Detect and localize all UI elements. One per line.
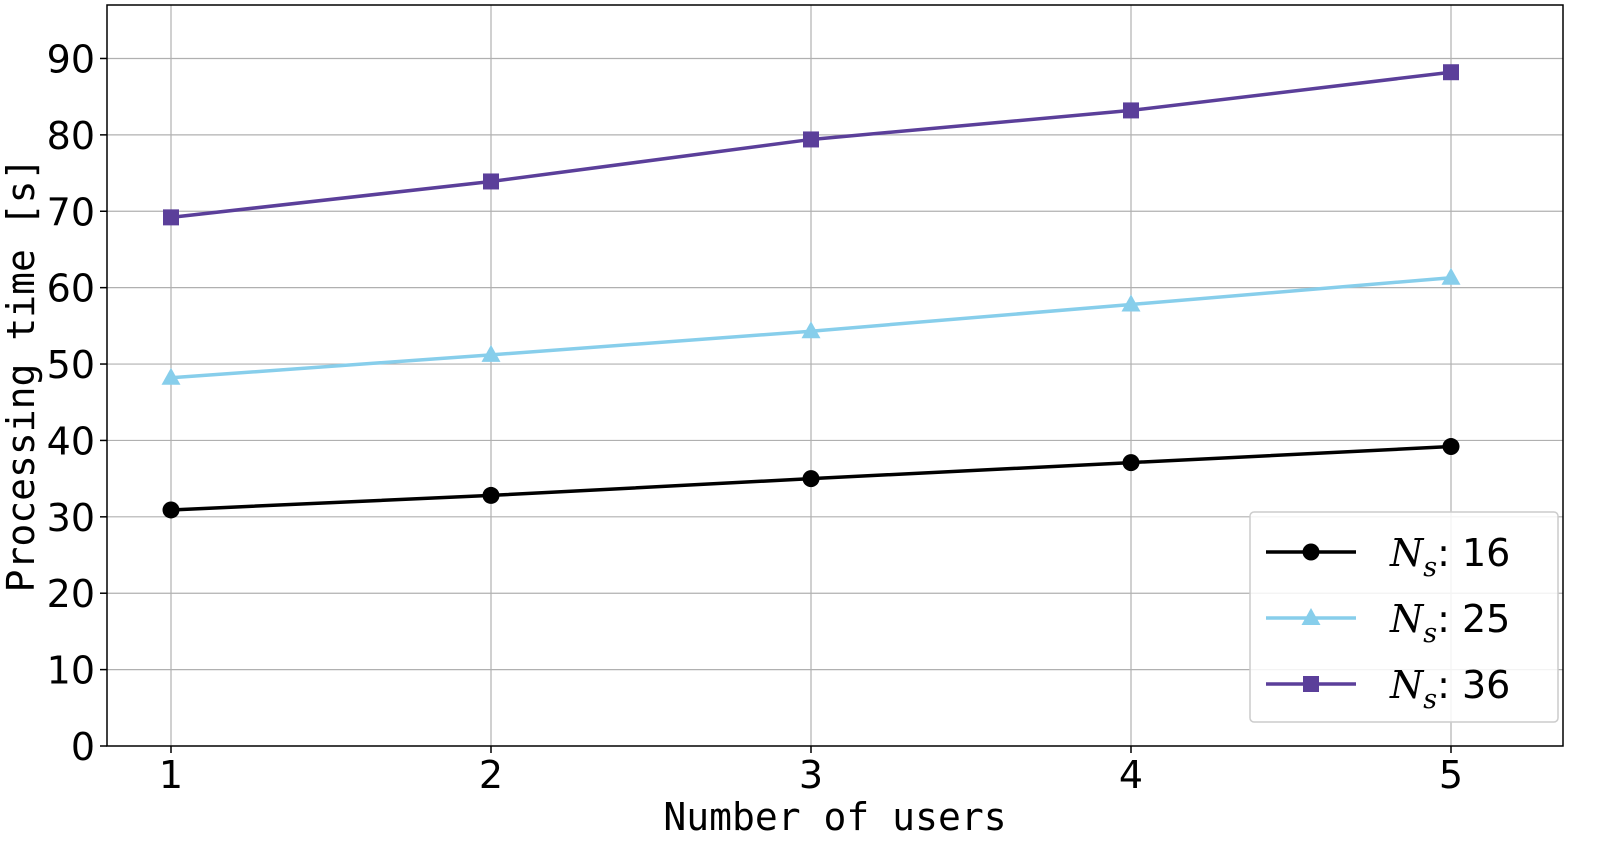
y-axis-label: Processing time [s] [0,158,43,593]
y-tick-label: 90 [47,37,95,81]
y-tick-label: 40 [47,419,95,463]
x-tick-label: 4 [1119,753,1143,797]
y-tick-label: 30 [47,496,95,540]
data-point-series-1 [1442,438,1460,456]
legend-marker-1 [1302,543,1320,561]
data-point-series-1 [1122,454,1140,472]
y-tick-label: 20 [47,572,95,616]
data-point-series-2 [1121,294,1141,312]
data-point-series-1 [802,470,820,488]
legend: Ns: 16 Ns: 25 Ns: 36 [1249,511,1559,723]
legend-frame [1249,511,1559,723]
data-point-series-3 [803,131,819,148]
series-lines [161,64,1461,519]
x-axis-label: Number of users [663,795,1006,839]
y-tick-label: 50 [47,343,95,387]
data-point-series-3 [1123,102,1139,119]
data-point-series-2 [801,321,821,339]
y-tick-label: 10 [47,649,95,693]
grid-lines [107,5,1563,746]
y-tick-label: 0 [71,725,95,769]
y-tick-label: 80 [47,114,95,158]
x-tick-label: 2 [479,753,503,797]
y-tick-label: 70 [47,190,95,234]
data-point-series-3 [163,209,179,226]
x-tick-label: 3 [799,753,823,797]
data-point-series-1 [482,486,500,504]
data-point-series-3 [1443,64,1459,81]
legend-marker-2 [1301,608,1321,625]
data-point-series-1 [162,501,180,519]
legend-label-1: Ns: 16 [1389,531,1510,583]
legend-label-2: Ns: 25 [1389,597,1510,649]
plot-frame [106,4,1564,747]
legend-marker-3 [1303,676,1319,692]
x-tick-label: 1 [159,753,183,797]
data-point-series-2 [481,344,501,362]
data-point-series-2 [1441,267,1461,285]
x-tick-label: 5 [1439,753,1463,797]
legend-label-3: Ns: 36 [1389,663,1510,715]
y-tick-label: 60 [47,267,95,311]
data-point-series-3 [483,173,499,190]
data-point-series-2 [161,367,181,385]
